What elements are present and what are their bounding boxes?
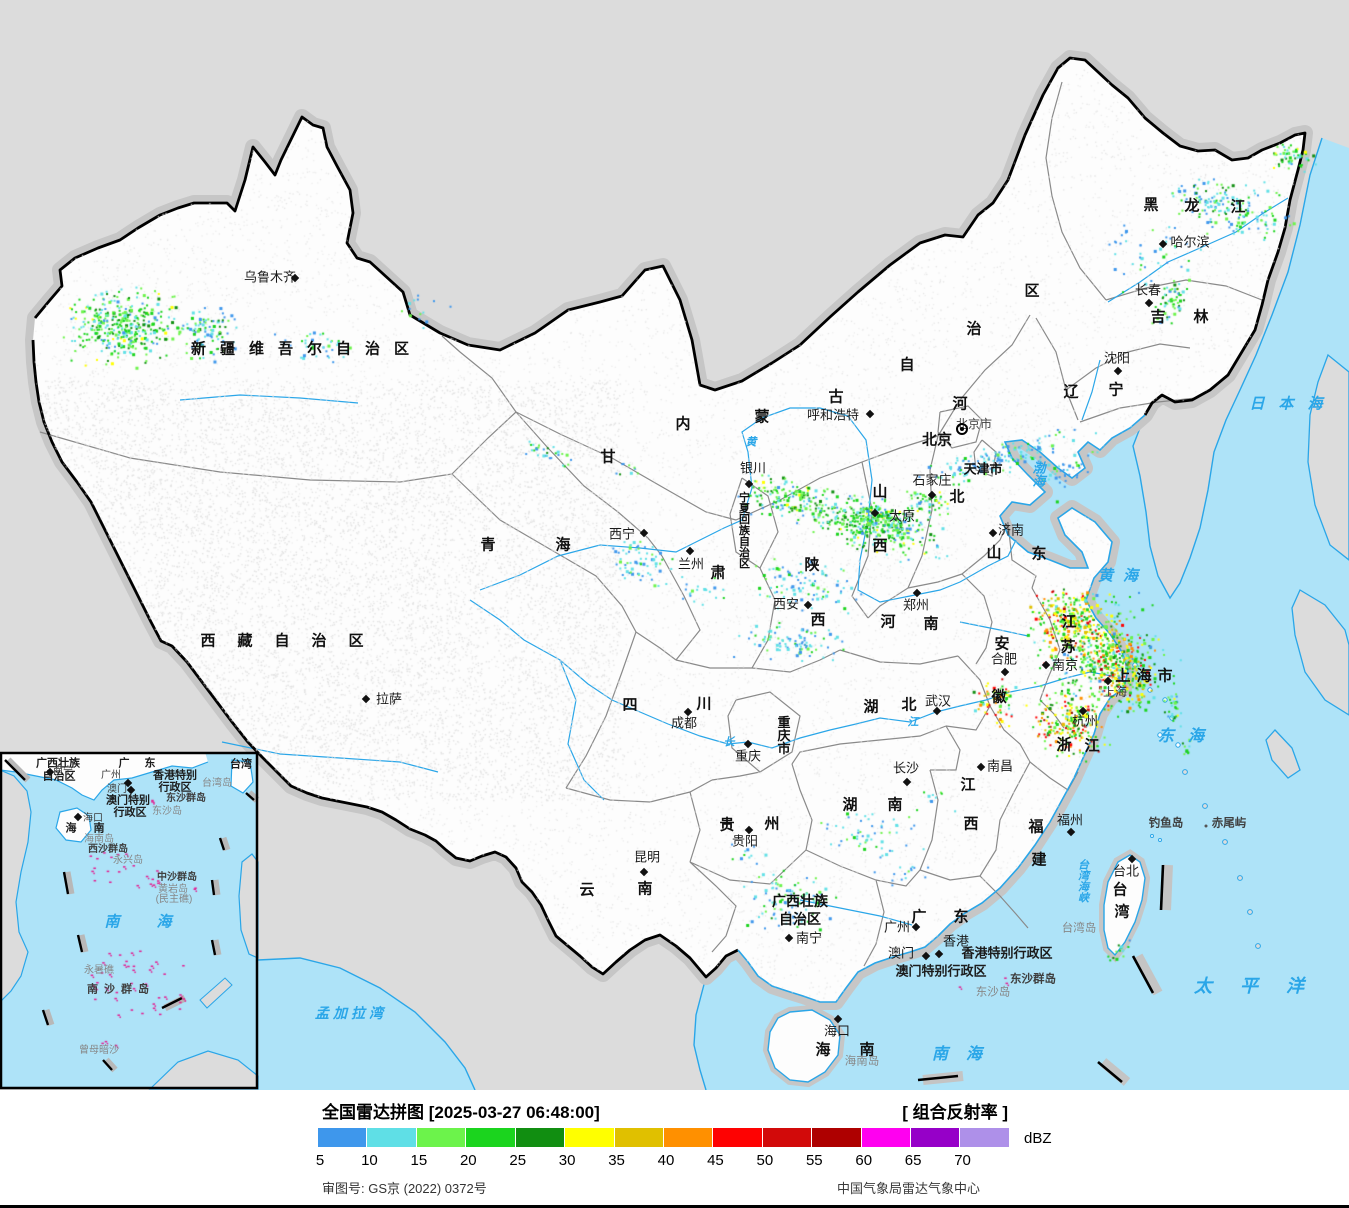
scale-unit: dBZ	[1024, 1130, 1052, 1147]
radar-echo-canvas	[0, 0, 1349, 1090]
scale-cell-50	[762, 1128, 812, 1147]
producer-credit: 中国气象局雷达气象中心	[837, 1181, 981, 1196]
color-scale	[318, 1128, 1010, 1147]
scale-cell-40	[663, 1128, 713, 1147]
radar-map: 新疆维吾尔自治区 西藏自治区青海甘肃内蒙古自治区宁夏回族自治区山西陕西河南河北山东…	[0, 0, 1349, 1090]
scale-cell-30	[565, 1128, 614, 1147]
scale-cell-60	[861, 1128, 911, 1147]
scale-cell-25	[515, 1128, 565, 1147]
scale-tick-label: 60	[855, 1152, 873, 1169]
scale-cell-20	[466, 1128, 515, 1147]
scale-cell-65	[911, 1128, 960, 1147]
legend-panel: 全国雷达拼图 [2025-03-27 06:48:00] [ 组合反射率 ] d…	[0, 1090, 1349, 1208]
scale-tick-label: 30	[558, 1152, 576, 1169]
scale-tick-label: 15	[410, 1152, 428, 1169]
product-name: [ 组合反射率 ]	[902, 1103, 1008, 1122]
scale-tick-label: 20	[459, 1152, 477, 1169]
scale-tick-label: 45	[707, 1152, 724, 1169]
scale-tick-label: 40	[657, 1152, 675, 1169]
scale-tick-label: 55	[805, 1152, 823, 1169]
scale-cell-15	[416, 1128, 466, 1147]
map-title: 全国雷达拼图 [2025-03-27 06:48:00]	[322, 1103, 600, 1122]
scale-tick-label: 35	[608, 1152, 625, 1169]
scale-cell-70	[960, 1128, 1009, 1147]
scale-tick-label: 10	[361, 1152, 378, 1169]
scale-cell-5	[318, 1128, 367, 1147]
scale-cell-35	[614, 1128, 663, 1147]
map-license-number: 审图号: GS京 (2022) 0372号	[322, 1181, 487, 1196]
scale-tick-labels: 5 10 15 20 25 30 35 40 45 50 55 60 65 70	[315, 1152, 1038, 1169]
scale-tick-label: 50	[756, 1152, 774, 1169]
scale-tick-label: 25	[509, 1152, 527, 1169]
scale-tick-label: 70	[954, 1152, 971, 1169]
scale-tick-label: 5	[315, 1152, 325, 1169]
scale-cell-45	[713, 1128, 762, 1147]
scale-cell-55	[812, 1128, 861, 1147]
scale-tick-label: 65	[904, 1152, 922, 1169]
scale-cell-10	[367, 1128, 416, 1147]
